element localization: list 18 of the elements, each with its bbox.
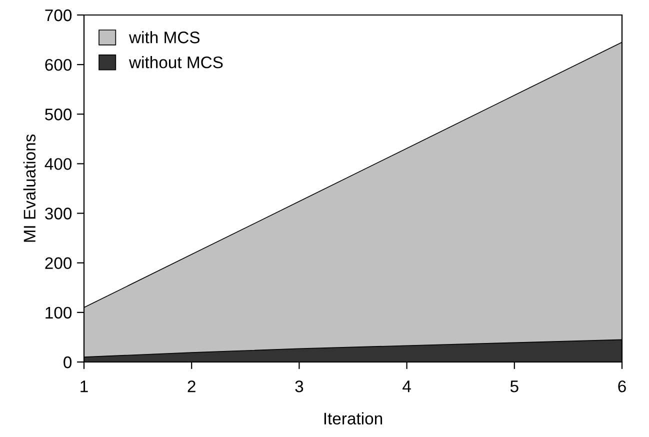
y-tick-label: 500 bbox=[45, 108, 72, 120]
x-axis-title: Iteration bbox=[324, 412, 382, 424]
y-tick-label: 400 bbox=[44, 158, 72, 170]
x-tick-label: 4 bbox=[402, 380, 411, 392]
y-tick-label: 0 bbox=[64, 356, 72, 368]
y-tick-label: 700 bbox=[45, 9, 72, 22]
y-axis-title: MI Evaluations bbox=[23, 134, 36, 242]
y-tick-label: 600 bbox=[45, 58, 72, 71]
x-tick-label: 5 bbox=[510, 380, 518, 392]
legend-label: without MCS bbox=[128, 56, 223, 68]
x-tick-label: 3 bbox=[295, 380, 304, 392]
y-tick-label: 200 bbox=[45, 257, 72, 270]
x-tick-label: 1 bbox=[80, 380, 88, 392]
x-tick-label: 6 bbox=[618, 380, 626, 392]
y-tick-label: 300 bbox=[45, 208, 72, 220]
y-tick-label: 100 bbox=[46, 306, 72, 319]
x-tick-label: 2 bbox=[188, 380, 196, 392]
legend-label: with MCS bbox=[128, 31, 200, 44]
